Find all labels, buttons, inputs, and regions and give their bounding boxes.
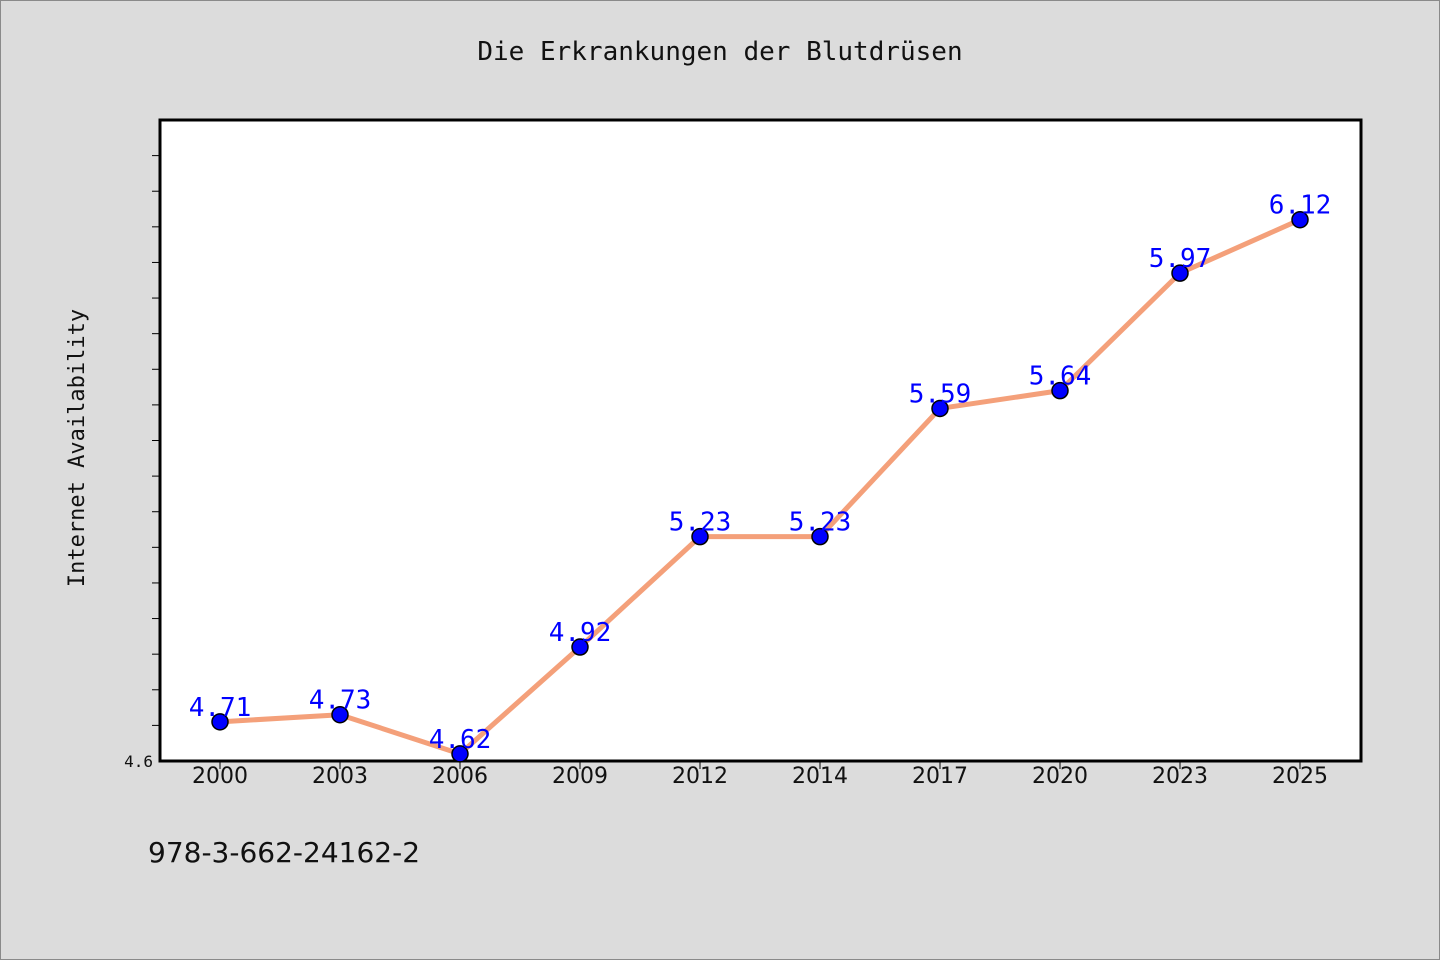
x-tick-label: 2006 <box>432 764 488 789</box>
data-label: 5.64 <box>1029 362 1092 392</box>
data-label: 5.23 <box>789 508 852 538</box>
data-point <box>1291 210 1309 229</box>
y-axis-label: Internet Availability <box>65 309 90 587</box>
x-tick-label: 2012 <box>672 764 728 789</box>
x-tick-label: 2014 <box>792 764 848 789</box>
series-line <box>217 217 1303 757</box>
chart-title: Die Erkrankungen der Blutdrüsen <box>477 37 962 67</box>
x-tick-label: 2003 <box>312 764 368 789</box>
data-label: 5.59 <box>909 379 972 409</box>
data-label: 4.73 <box>309 686 372 716</box>
data-point <box>1051 381 1069 400</box>
plot-area <box>158 118 1363 763</box>
data-point <box>451 745 469 763</box>
x-tick-label: 2009 <box>552 764 608 789</box>
data-label: 5.97 <box>1149 244 1212 274</box>
data-label: 4.62 <box>429 725 492 755</box>
x-axis-ticks: 2000 2003 2006 2009 2012 2014 2017 2020 2023 2025 <box>192 761 1328 789</box>
data-point <box>1171 264 1189 282</box>
data-label: 5.23 <box>669 508 732 538</box>
x-tick-label: 2017 <box>912 764 968 789</box>
data-point <box>211 713 229 731</box>
x-tick-label: 2000 <box>192 764 248 789</box>
series-group: 4.71 4.73 4.62 4.92 5.23 5.23 5.59 5.64 5.97 6.12 <box>189 191 1332 763</box>
data-point <box>571 638 589 656</box>
data-label: 6.12 <box>1269 191 1332 221</box>
data-point <box>931 399 949 418</box>
data-point <box>691 527 709 546</box>
y-axis-ticks: 4.6 <box>124 155 160 771</box>
footnote-isbn: 978-3-662-24162-2 <box>148 836 420 869</box>
x-tick-label: 2025 <box>1272 764 1328 789</box>
data-point <box>331 705 349 724</box>
data-label: 4.92 <box>549 618 612 648</box>
y-tick-label: 4.6 <box>124 752 153 771</box>
data-label: 4.71 <box>189 693 252 723</box>
x-tick-label: 2020 <box>1032 764 1088 789</box>
x-tick-label: 2023 <box>1152 764 1208 789</box>
data-point <box>811 527 829 546</box>
